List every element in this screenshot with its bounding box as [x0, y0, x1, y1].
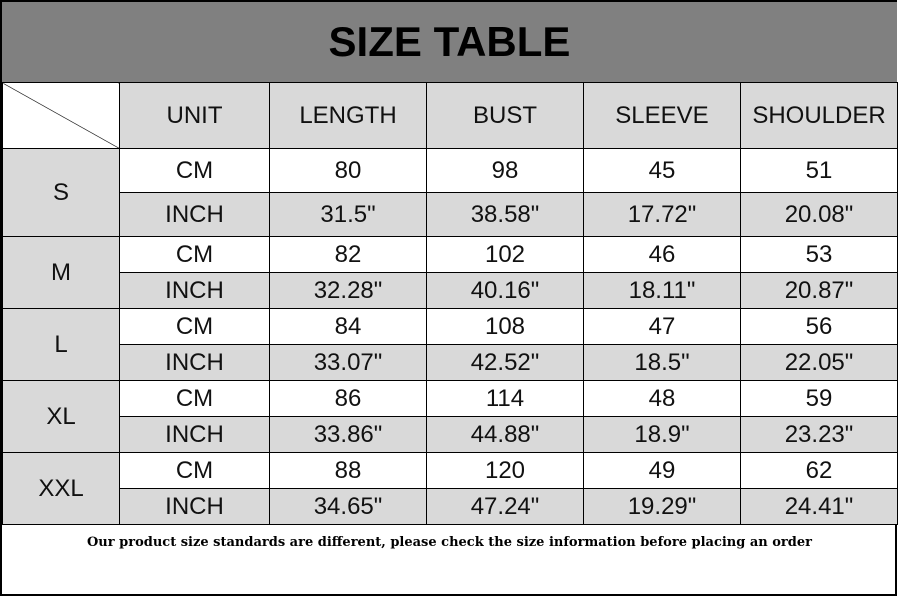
value-cell: 82 — [269, 236, 427, 273]
value-cell: 32.28" — [269, 272, 427, 309]
table-row: XL CM 86 114 48 59 — [2, 380, 898, 453]
value-cell: 114 — [426, 380, 584, 417]
value-cell: 33.07" — [269, 344, 427, 381]
column-header: UNIT — [119, 82, 270, 149]
value-cell: 42.52" — [426, 344, 584, 381]
value-cell: 22.05" — [740, 344, 898, 381]
value-cell: 80 — [269, 148, 427, 193]
size-label: XXL — [2, 452, 120, 525]
value-cell: 49 — [583, 452, 741, 489]
unit-cell: CM — [119, 236, 270, 273]
unit-cell: CM — [119, 308, 270, 345]
table-row: XXL CM 88 120 49 62 — [2, 452, 898, 525]
value-cell: 17.72" — [583, 192, 741, 237]
table-row: INCH 34.65" 47.24" 19.29" 24.41" — [3, 488, 898, 525]
table-row: INCH 33.07" 42.52" 18.5" 22.05" — [3, 344, 898, 381]
table-row: INCH 31.5" 38.58" 17.72" 20.08" — [3, 192, 898, 237]
footer-note: Our product size standards are different… — [2, 524, 897, 596]
unit-cell: INCH — [119, 488, 270, 525]
value-cell: 84 — [269, 308, 427, 345]
value-cell: 88 — [269, 452, 427, 489]
column-header: LENGTH — [269, 82, 427, 149]
table-row: INCH 32.28" 40.16" 18.11" 20.87" — [3, 272, 898, 309]
value-cell: 62 — [740, 452, 898, 489]
value-cell: 59 — [740, 380, 898, 417]
value-cell: 45 — [583, 148, 741, 193]
size-label: XL — [2, 380, 120, 453]
value-cell: 51 — [740, 148, 898, 193]
value-cell: 48 — [583, 380, 741, 417]
column-header: BUST — [426, 82, 584, 149]
value-cell: 53 — [740, 236, 898, 273]
unit-cell: INCH — [119, 272, 270, 309]
value-cell: 18.11" — [583, 272, 741, 309]
size-label: L — [2, 308, 120, 381]
value-cell: 23.23" — [740, 416, 898, 453]
value-cell: 31.5" — [269, 192, 427, 237]
unit-cell: INCH — [119, 416, 270, 453]
column-header: SLEEVE — [583, 82, 741, 149]
unit-cell: CM — [119, 452, 270, 489]
value-cell: 24.41" — [740, 488, 898, 525]
value-cell: 20.87" — [740, 272, 898, 309]
value-cell: 44.88" — [426, 416, 584, 453]
value-cell: 40.16" — [426, 272, 584, 309]
size-label: S — [2, 148, 120, 237]
size-label: M — [2, 236, 120, 309]
value-cell: 56 — [740, 308, 898, 345]
table-row: INCH 33.86" 44.88" 18.9" 23.23" — [3, 416, 898, 453]
value-cell: 46 — [583, 236, 741, 273]
unit-cell: INCH — [119, 344, 270, 381]
value-cell: 86 — [269, 380, 427, 417]
value-cell: 108 — [426, 308, 584, 345]
table-row: M CM 82 102 46 53 — [2, 236, 898, 309]
size-table: UNIT LENGTH BUST SLEEVE SHOULDER S CM 80 98… — [2, 82, 898, 525]
value-cell: 34.65" — [269, 488, 427, 525]
page-title: SIZE TABLE — [2, 0, 897, 82]
value-cell: 102 — [426, 236, 584, 273]
table-row: S CM 80 98 45 51 — [2, 148, 898, 237]
diagonal-corner-cell — [2, 82, 120, 149]
table-row: L CM 84 108 47 56 — [2, 308, 898, 381]
value-cell: 47 — [583, 308, 741, 345]
unit-cell: INCH — [119, 192, 270, 237]
header-row: UNIT LENGTH BUST SLEEVE SHOULDER — [2, 82, 898, 149]
value-cell: 18.9" — [583, 416, 741, 453]
column-header: SHOULDER — [740, 82, 898, 149]
unit-cell: CM — [119, 380, 270, 417]
value-cell: 47.24" — [426, 488, 584, 525]
unit-cell: CM — [119, 148, 270, 193]
value-cell: 18.5" — [583, 344, 741, 381]
value-cell: 38.58" — [426, 192, 584, 237]
value-cell: 120 — [426, 452, 584, 489]
value-cell: 98 — [426, 148, 584, 193]
value-cell: 19.29" — [583, 488, 741, 525]
value-cell: 33.86" — [269, 416, 427, 453]
value-cell: 20.08" — [740, 192, 898, 237]
